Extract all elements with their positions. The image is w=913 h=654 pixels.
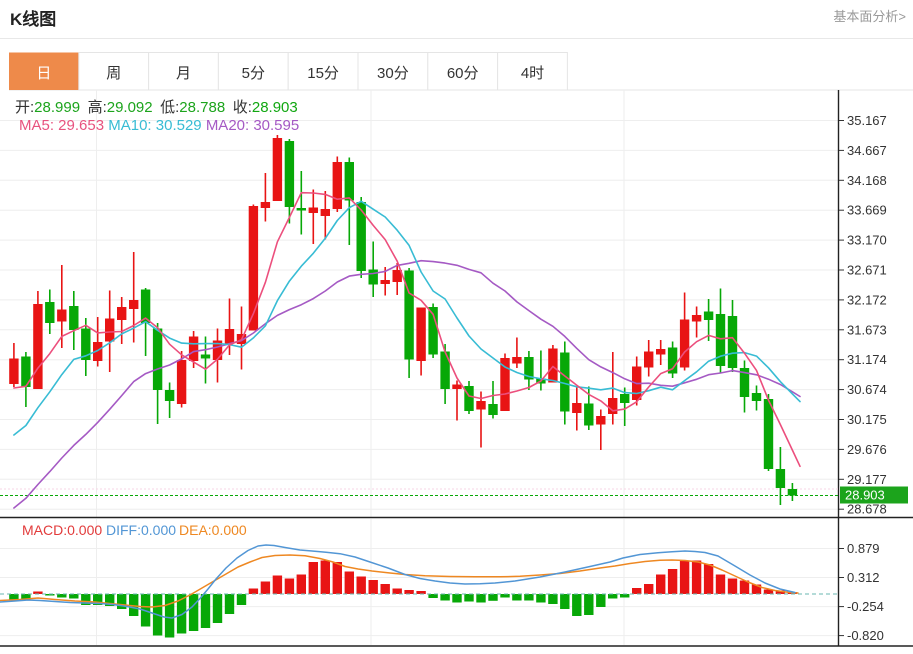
svg-text:日: 日 <box>36 65 51 82</box>
svg-text:MACD:0.000: MACD:0.000 <box>22 522 102 538</box>
svg-text:K线图: K线图 <box>10 9 56 29</box>
svg-text:28.678: 28.678 <box>847 502 887 517</box>
svg-text:31.174: 31.174 <box>847 352 887 367</box>
svg-text:MA5: 29.653 MA10: 30.529 M: MA5: 29.653 MA10: 30.529 MA20: 30.595 <box>19 117 299 134</box>
svg-text:29.676: 29.676 <box>847 442 887 457</box>
svg-text:32.172: 32.172 <box>847 292 887 307</box>
svg-text:33.170: 33.170 <box>847 233 887 248</box>
svg-text:35.167: 35.167 <box>847 113 887 128</box>
svg-text:DEA:0.000: DEA:0.000 <box>179 522 247 538</box>
svg-text:30分: 30分 <box>377 65 409 82</box>
svg-text:-0.820: -0.820 <box>847 628 884 643</box>
svg-text:31.673: 31.673 <box>847 322 887 337</box>
svg-text:30.175: 30.175 <box>847 412 887 427</box>
svg-text:DIFF:0.000: DIFF:0.000 <box>106 522 176 538</box>
svg-text:月: 月 <box>176 65 191 82</box>
svg-text:5分: 5分 <box>242 65 265 82</box>
svg-text:基本面分析>: 基本面分析> <box>833 9 906 24</box>
svg-text:32.671: 32.671 <box>847 263 887 278</box>
svg-text:29.177: 29.177 <box>847 472 887 487</box>
svg-text:34.667: 34.667 <box>847 143 887 158</box>
svg-text:30.674: 30.674 <box>847 382 887 397</box>
svg-text:周: 周 <box>106 65 121 82</box>
svg-text:0.312: 0.312 <box>847 570 880 585</box>
svg-text:0.879: 0.879 <box>847 541 880 556</box>
svg-text:28.903: 28.903 <box>845 488 885 503</box>
svg-text:4时: 4时 <box>521 65 544 82</box>
svg-text:33.669: 33.669 <box>847 203 887 218</box>
svg-text:-0.254: -0.254 <box>847 599 884 614</box>
svg-text:开:28.999 高:29.092 低:28.788 收:2: 开:28.999 高:29.092 低:28.788 收:28.903 <box>15 99 298 116</box>
svg-text:60分: 60分 <box>447 65 479 82</box>
svg-text:15分: 15分 <box>307 65 339 82</box>
svg-text:34.168: 34.168 <box>847 173 887 188</box>
